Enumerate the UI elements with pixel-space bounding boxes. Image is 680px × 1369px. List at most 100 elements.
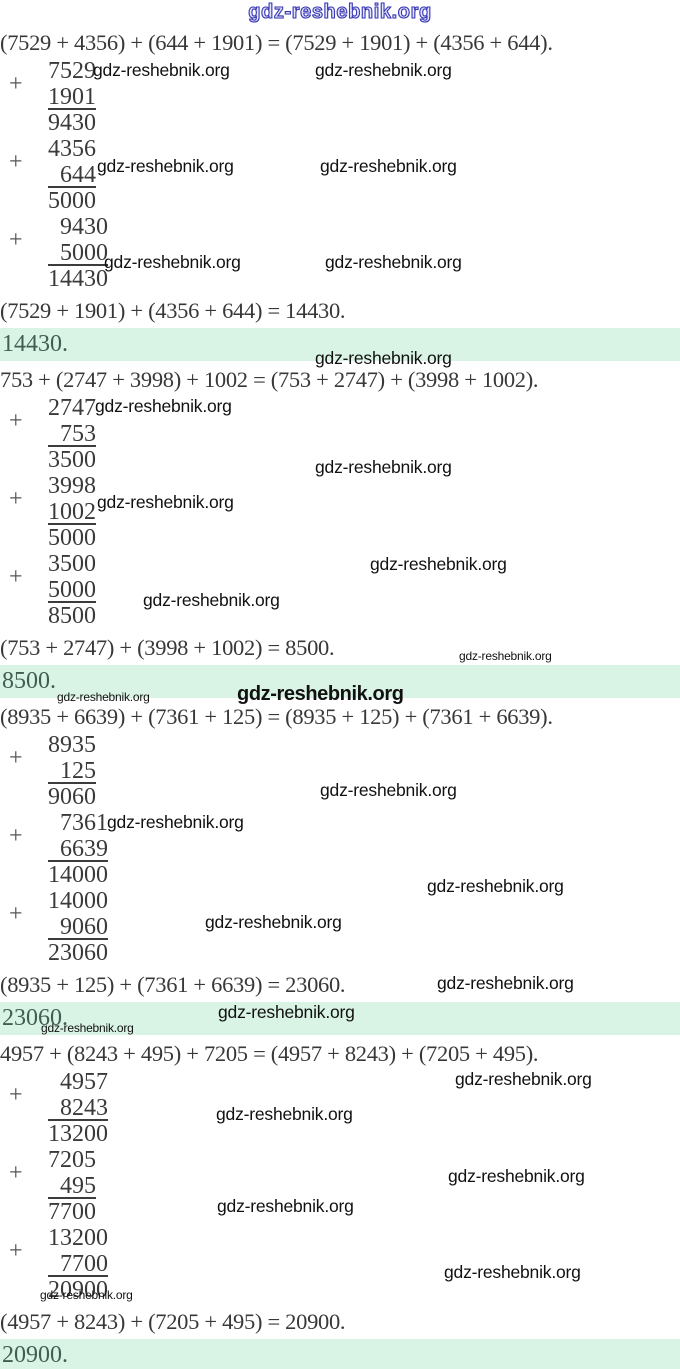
watermark-text: gdz-reshebnik.org [93,60,230,80]
sum-row: 9060 [48,784,96,810]
watermark-text: gdz-reshebnik.org [459,649,552,663]
sum-row: 8500 [48,603,96,629]
answer-value: 8500. [2,668,56,694]
watermark-text: gdz-reshebnik.org [455,1069,592,1089]
watermark-text: gdz-reshebnik.org [437,973,574,993]
watermark-text: gdz-reshebnik.org [315,457,452,477]
addition-column: 7205 495 7700 [48,1147,96,1225]
addend-bottom: 9060 [48,914,108,940]
watermark-text: gdz-reshebnik.org [95,396,232,416]
sum-row: 5000 [48,525,96,551]
column-addition-3-2: + 7361 6639 14000 [0,810,680,888]
plus-icon: + [9,486,23,512]
addend-top: 7361 [60,810,108,836]
watermark-text: gdz-reshebnik.org [143,590,280,610]
sum-row: 14000 [48,862,108,888]
addend-top: 4957 [60,1069,108,1095]
plus-icon: + [9,227,23,253]
watermark-text: gdz-reshebnik.org [315,348,452,368]
column-addition-1-3: + 9430 5000 14430 [0,214,680,292]
sum-row: 13200 [48,1121,108,1147]
identity-equation-1: (7529 + 4356) + (644 + 1901) = (7529 + 1… [0,30,553,55]
plus-icon: + [9,823,23,849]
watermark-text: gdz-reshebnik.org [97,156,234,176]
addition-column: 3998 1002 5000 [48,473,96,551]
column-addition-2-3: + 3500 5000 8500 [0,551,680,629]
result-equation-4: (4957 + 8243) + (7205 + 495) = 20900. [0,1309,346,1334]
addition-column: 2747 753 3500 [48,395,96,473]
addition-column: 4356 644 5000 [48,136,96,214]
identity-equation-3: (8935 + 6639) + (7361 + 125) = (8935 + 1… [0,704,553,729]
addition-column: 9430 5000 14430 [48,214,108,292]
answer-value: 23060. [2,1005,68,1031]
addend-bottom: 6639 [48,836,108,862]
column-addition-2-2: + 3998 1002 5000 [0,473,680,551]
column-addition-2-1: + 2747 753 3500 [0,395,680,473]
watermark-text: gdz-reshebnik.org [444,1262,581,1282]
addition-column: 14000 9060 23060 [48,888,108,966]
watermark-text: gdz-reshebnik.org [448,1166,585,1186]
sum-row: 23060 [48,940,108,966]
watermark-text: gdz-reshebnik.org [237,683,404,705]
watermark-text: gdz-reshebnik.org [320,156,457,176]
answer-band-3: 23060. [0,1002,680,1035]
addition-column: 7361 6639 14000 [48,810,108,888]
watermark-text: gdz-reshebnik.org [57,690,150,704]
sum-row: 9430 [48,110,96,136]
addition-column: 3500 5000 8500 [48,551,96,629]
watermark-text: gdz-reshebnik.org [97,492,234,512]
watermark-text: gdz-reshebnik.org [320,780,457,800]
column-addition-4-3: + 13200 7700 20900 [0,1225,680,1303]
watermark-text: gdz-reshebnik.org [40,1288,133,1302]
result-equation-2: (753 + 2747) + (3998 + 1002) = 8500. [0,635,335,660]
addition-column: 13200 7700 20900 [48,1225,108,1303]
addend-bottom: 753 [48,421,96,447]
sum-row: 3500 [48,447,96,473]
addend-top: 7205 [48,1147,96,1173]
addend-top: 7529 [48,58,96,84]
addend-top: 13200 [48,1225,108,1251]
addend-top: 3998 [48,473,96,499]
addend-top: 2747 [48,395,96,421]
plus-icon: + [9,745,23,771]
addend-bottom: 1002 [48,499,96,525]
addend-top: 9430 [60,214,108,240]
plus-icon: + [9,408,23,434]
column-addition-1-2: + 4356 644 5000 [0,136,680,214]
plus-icon: + [9,1082,23,1108]
column-addition-3-3: + 14000 9060 23060 [0,888,680,966]
addend-bottom: 644 [48,162,96,188]
sum-row: 20900 [48,1277,108,1303]
plus-icon: + [9,71,23,97]
column-addition-3-1: + 8935 125 9060 [0,732,680,810]
result-equation-3: (8935 + 125) + (7361 + 6639) = 23060. [0,972,346,997]
plus-icon: + [9,1160,23,1186]
addend-bottom: 7700 [48,1251,108,1277]
site-header: gdz-reshebnik.org [0,0,680,24]
answer-value: 20900. [2,1342,68,1368]
plus-icon: + [9,149,23,175]
answer-band-1: 14430. [0,328,680,361]
watermark-text: gdz-reshebnik.org [41,1021,134,1035]
watermark-text: gdz-reshebnik.org [218,1002,355,1022]
addition-column: 7529 1901 9430 [48,58,96,136]
watermark-text: gdz-reshebnik.org [104,252,241,272]
addition-column: 8935 125 9060 [48,732,96,810]
watermark-text: gdz-reshebnik.org [217,1196,354,1216]
addend-top: 4356 [48,136,96,162]
plus-icon: + [9,564,23,590]
plus-icon: + [9,1238,23,1264]
watermark-text: gdz-reshebnik.org [315,60,452,80]
watermark-text: gdz-reshebnik.org [205,912,342,932]
answer-band-4: 20900. [0,1339,680,1369]
site-logo-link[interactable]: gdz-reshebnik.org [248,0,432,23]
addend-bottom: 1901 [48,84,96,110]
answer-band-2: 8500. [0,665,680,698]
identity-equation-2: 753 + (2747 + 3998) + 1002 = (753 + 2747… [0,367,539,392]
identity-equation-4: 4957 + (8243 + 495) + 7205 = (4957 + 824… [0,1041,539,1066]
sum-row: 14430 [48,266,108,292]
result-equation-1: (7529 + 1901) + (4356 + 644) = 14430. [0,298,346,323]
addend-top: 3500 [48,551,96,577]
watermark-text: gdz-reshebnik.org [216,1104,353,1124]
